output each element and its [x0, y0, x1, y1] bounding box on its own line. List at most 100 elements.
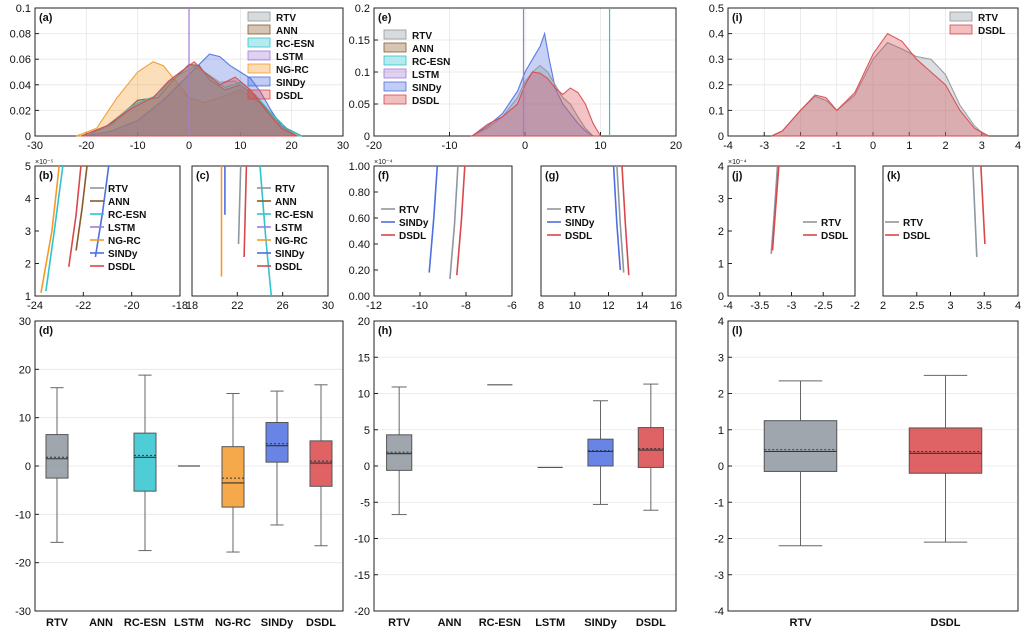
y-tick-label: -10: [354, 534, 370, 546]
plot-frame: [373, 165, 513, 297]
legend: RTV ANN RC-ESN LSTM NG-RC SINDy DSDL: [257, 184, 313, 273]
panel-label: (j): [732, 170, 743, 182]
panel-j: -4 -3.5 -3 -2.5 -2 0 1 2 3 4 ×10⁻⁴ (j) RTV DSDL: [718, 159, 860, 312]
x-tick-label: 30: [337, 140, 349, 152]
x-tick-label: 3.5: [977, 300, 992, 312]
axis-exponent: ×10⁻⁴: [728, 159, 747, 166]
tail-rtv: [237, 165, 242, 245]
x-tick-label: -1: [832, 140, 842, 152]
x-tick-label: 4: [1015, 140, 1021, 152]
legend: RTV SINDy DSDL: [547, 205, 595, 242]
legend-label: ANN: [412, 44, 434, 55]
x-tick-label: -18: [172, 300, 188, 312]
legend-label: RTV: [903, 218, 923, 229]
y-tick-label: 30: [19, 316, 31, 328]
density-rtv: [471, 64, 595, 137]
y-tick-label: 0: [718, 131, 724, 143]
panel-h: -20 -15 -10 -5 0 5 10 15 20 RTV ANN RC-ESN LSTM SINDy…: [354, 316, 677, 629]
legend-label: RC-ESN: [276, 39, 314, 50]
y-tick-label: 2: [25, 259, 31, 271]
x-tick-label: 8: [538, 300, 544, 312]
legend-label: RTV: [412, 31, 432, 42]
box-dsdl: [908, 427, 983, 474]
axis-exponent: ×10⁻⁵: [35, 159, 54, 166]
y-tick-label: 10: [19, 413, 31, 425]
y-tick-label: 0.02: [10, 105, 31, 117]
y-tick-label: 0.06: [10, 54, 31, 66]
box-rc-esn: [133, 432, 157, 492]
legend-label: RTV: [275, 184, 295, 195]
y-tick-label: 5: [364, 425, 370, 437]
legend-label: SINDy: [399, 218, 429, 229]
y-tick-label: 4: [718, 316, 724, 328]
legend-label: RTV: [399, 205, 419, 216]
x-tick-label: 12: [602, 300, 614, 312]
y-tick-label: 4: [25, 194, 31, 206]
x-tick-label: 10: [234, 140, 246, 152]
panel-b: -24 -22 -20 -18 1 2 3 4 5 ×10⁻⁵ (b) RTV ANN RC-ESN LST…: [25, 159, 188, 312]
legend-label: LSTM: [412, 70, 439, 81]
tail-rtv: [449, 165, 459, 280]
legend-label: DSDL: [108, 262, 135, 273]
panel-a: -30 -20 -10 0 10 20 30 0 0.02 0.04 0.06 0.08 0.1 (a) R…: [10, 3, 350, 152]
x-tick-label: 20: [286, 140, 298, 152]
y-tick-label: 1: [25, 291, 31, 303]
y-tick-label: 0.00: [349, 291, 370, 303]
y-tick-label: -4: [714, 606, 724, 618]
tail-dsdl: [771, 165, 780, 251]
legend-label: DSDL: [821, 231, 848, 242]
legend-label: DSDL: [565, 231, 592, 242]
category-label: LSTM: [174, 617, 204, 629]
legend-label: NG-RC: [108, 236, 141, 247]
x-tick-label: 10: [594, 140, 606, 152]
panel-d: -30 -20 -10 0 10 20 30 RTV ANN RC-ESN LSTM NG-RC SIN…: [15, 316, 344, 629]
category-label: LSTM: [535, 617, 565, 629]
x-tick-label: -20: [366, 140, 382, 152]
legend-label: SINDy: [275, 249, 305, 260]
x-tick-label: 10: [569, 300, 581, 312]
tail-dsdl: [621, 165, 630, 276]
legend-label: LSTM: [108, 223, 135, 234]
category-label: NG-RC: [215, 617, 251, 629]
density-dsdl: [771, 32, 990, 137]
panel-label: (a): [39, 12, 53, 24]
y-tick-label: 2: [718, 226, 724, 238]
y-tick-label: -10: [15, 509, 31, 521]
y-tick-label: 0.20: [349, 265, 370, 277]
legend-label: RC-ESN: [412, 57, 450, 68]
x-tick-label: -10: [412, 300, 428, 312]
y-tick-label: 4: [718, 161, 724, 173]
x-tick-label: -3.5: [750, 300, 769, 312]
category-label: DSDL: [636, 617, 666, 629]
x-tick-label: -4: [723, 300, 733, 312]
panel-label: (b): [39, 170, 53, 182]
panel-g: 8 10 12 14 16 (g) RTV SINDy DSDL: [538, 165, 682, 312]
tail-rtv: [770, 165, 779, 254]
legend-label: DSDL: [903, 231, 930, 242]
legend-swatch: [247, 24, 271, 35]
x-tick-label: 0: [870, 140, 876, 152]
legend-swatch: [247, 89, 271, 100]
y-tick-label: -15: [354, 570, 370, 582]
x-tick-label: 14: [636, 300, 648, 312]
legend-label: DSDL: [275, 262, 302, 273]
tail-ann: [75, 165, 88, 251]
y-tick-label: 3: [25, 226, 31, 238]
y-tick-label: 0.5: [709, 3, 724, 15]
panel-e: -20 -10 0 10 20 0 0.05 0.1 0.15 0.2 (e) RTV ANN RC-ES…: [349, 3, 683, 152]
box-sindy: [587, 438, 614, 467]
legend-label: DSDL: [412, 96, 439, 107]
x-tick-label: 1: [906, 140, 912, 152]
y-tick-label: 1.00: [349, 161, 370, 173]
box-dsdl: [637, 427, 664, 468]
category-label: DSDL: [931, 617, 961, 629]
legend-label: DSDL: [978, 26, 1005, 37]
legend-swatch: [383, 29, 407, 40]
density-sindy: [470, 31, 595, 137]
x-tick-label: -3: [759, 140, 769, 152]
x-tick-label: 3: [979, 140, 985, 152]
plot-frame: [191, 165, 329, 297]
y-tick-label: 2: [718, 389, 724, 401]
x-tick-label: 16: [670, 300, 682, 312]
